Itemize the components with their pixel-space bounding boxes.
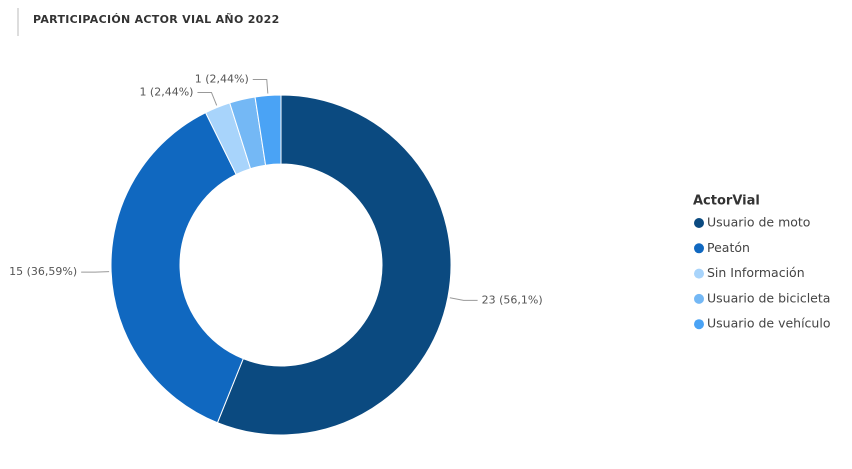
- legend-swatch: [694, 293, 704, 304]
- leader-line: [81, 271, 110, 273]
- legend-label: Sin Información: [707, 265, 805, 280]
- legend-title: ActorVial: [693, 194, 760, 209]
- leader-line: [252, 79, 269, 94]
- legend-label: Usuario de bicicleta: [707, 290, 830, 305]
- data-label: 23 (56,1%): [482, 293, 543, 306]
- data-label: 1 (2,44%): [139, 85, 193, 98]
- donut-slice: [216, 94, 452, 436]
- leader-line: [197, 91, 218, 106]
- data-label: 1 (2,44%): [195, 73, 249, 86]
- leader-line: [449, 297, 478, 301]
- legend-swatch: [694, 268, 704, 279]
- legend-swatch: [694, 243, 704, 254]
- donut-slice: [110, 111, 244, 424]
- donut-slice: [254, 94, 282, 166]
- chart-title: PARTICIPACIÓN ACTOR VIAL AÑO 2022: [33, 13, 280, 26]
- legend-label: Usuario de vehículo: [707, 316, 830, 331]
- data-label: 15 (36,59%): [9, 265, 77, 278]
- legend-swatch: [694, 218, 704, 228]
- legend-label: Peatón: [707, 240, 750, 255]
- legend-swatch: [694, 319, 704, 330]
- legend-label: Usuario de moto: [707, 215, 810, 230]
